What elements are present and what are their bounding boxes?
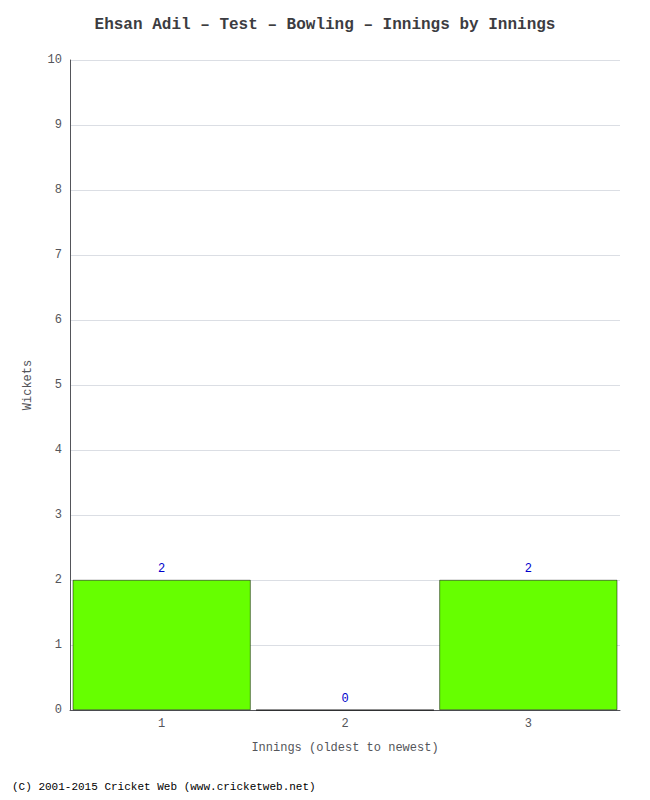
svg-text:1: 1	[55, 638, 62, 652]
svg-text:(C) 2001-2015 Cricket Web (www: (C) 2001-2015 Cricket Web (www.cricketwe…	[12, 781, 316, 793]
svg-text:5: 5	[55, 378, 62, 392]
svg-text:3: 3	[55, 508, 62, 522]
svg-text:7: 7	[55, 248, 62, 262]
svg-text:6: 6	[55, 313, 62, 327]
svg-text:4: 4	[55, 443, 62, 457]
svg-text:2: 2	[525, 562, 532, 576]
svg-text:Ehsan Adil – Test – Bowling –: Ehsan Adil – Test – Bowling – Innings by…	[95, 16, 556, 34]
svg-text:3: 3	[525, 717, 532, 731]
svg-text:1: 1	[158, 717, 165, 731]
svg-text:2: 2	[55, 573, 62, 587]
svg-text:Innings (oldest to newest): Innings (oldest to newest)	[251, 741, 438, 755]
svg-text:8: 8	[55, 183, 62, 197]
svg-text:10: 10	[48, 53, 62, 67]
svg-text:2: 2	[158, 562, 165, 576]
svg-text:0: 0	[341, 692, 348, 706]
svg-text:Wickets: Wickets	[21, 360, 35, 410]
svg-text:9: 9	[55, 118, 62, 132]
svg-text:2: 2	[341, 717, 348, 731]
svg-text:0: 0	[55, 703, 62, 717]
